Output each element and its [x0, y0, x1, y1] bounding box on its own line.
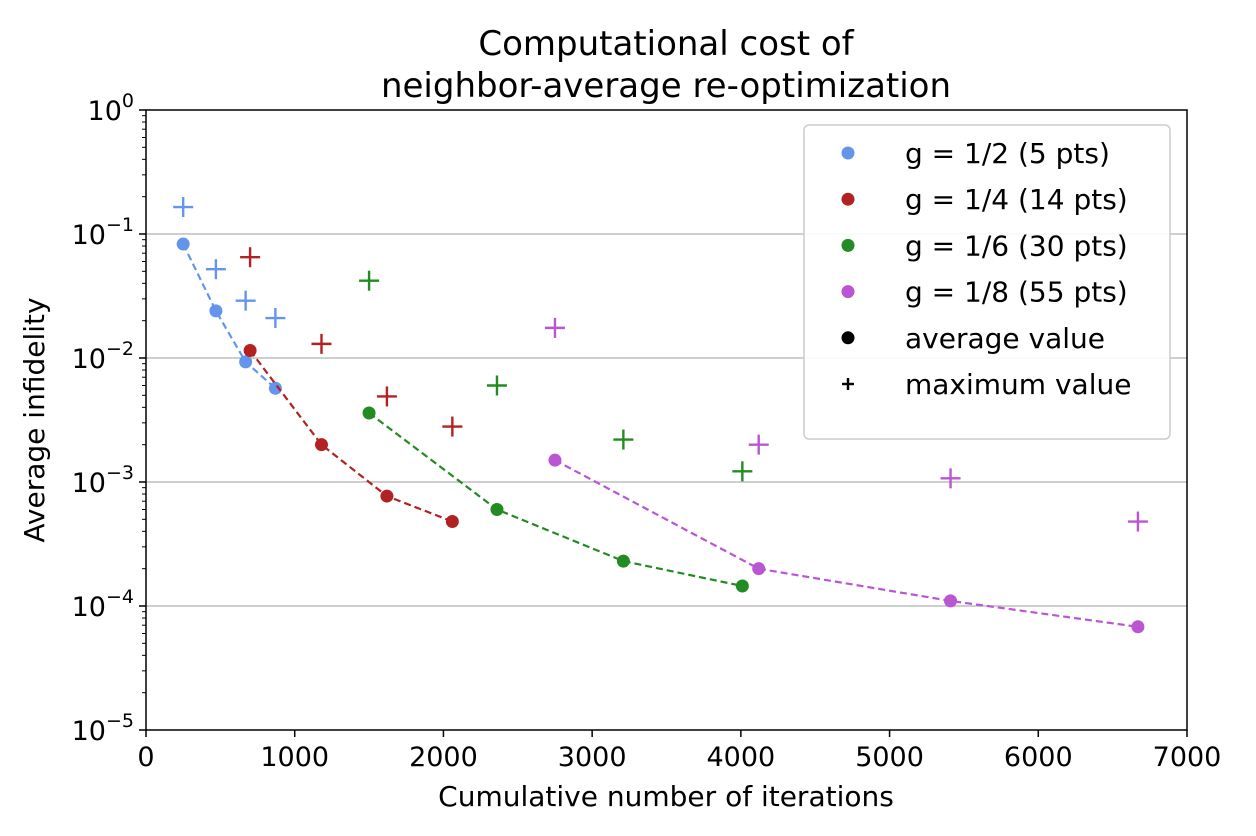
maximum-point: [442, 416, 463, 437]
y-tick-exponent: −4: [106, 586, 134, 608]
maximum-point: [544, 317, 565, 338]
x-tick-label: 3000: [558, 742, 627, 773]
chart-title: Computational cost of: [478, 24, 854, 64]
series-2: [240, 247, 463, 529]
series-line: [182, 243, 277, 390]
legend-entry: g = 1/6 (30 pts): [905, 229, 1128, 262]
legend-entry: average value: [905, 322, 1105, 355]
legend-entry: g = 1/4 (14 pts): [905, 183, 1128, 216]
maximum-point: [265, 308, 286, 329]
x-tick-label: 5000: [855, 742, 924, 773]
y-tick-base: 10: [72, 220, 106, 251]
maximum-point: [311, 333, 332, 354]
legend-marker: [841, 238, 855, 252]
average-point: [239, 355, 253, 369]
series-layer: [173, 197, 1148, 634]
legend-box: [803, 124, 1171, 440]
series-line: [368, 412, 743, 588]
average-point: [268, 381, 282, 395]
average-point: [362, 406, 376, 420]
x-tick-label: 0: [137, 742, 154, 773]
average-point: [735, 579, 749, 593]
maximum-point: [359, 270, 380, 291]
legend-marker: [841, 285, 855, 299]
y-tick-label: 10−5: [72, 710, 134, 747]
y-tick-base: 10: [88, 96, 122, 127]
maximum-point: [240, 247, 261, 268]
maximum-point: [235, 290, 256, 311]
average-point: [209, 304, 223, 318]
legend-marker: [841, 331, 855, 345]
maximum-point: [486, 375, 507, 396]
x-tick-label: 2000: [409, 742, 478, 773]
legend-marker: [842, 378, 854, 390]
y-tick-label: 10−2: [72, 338, 134, 375]
y-tick-exponent: −2: [106, 338, 134, 360]
y-tick-base: 10: [72, 344, 106, 375]
x-tick-label: 1000: [260, 742, 329, 773]
chart-subtitle: neighbor-average re-optimization: [381, 66, 951, 106]
average-point: [616, 554, 630, 568]
x-tick-label: 6000: [1004, 742, 1073, 773]
average-point: [314, 438, 328, 452]
legend-entry: g = 1/2 (5 pts): [905, 137, 1110, 170]
y-tick-base: 10: [72, 716, 106, 747]
x-tick-label: 7000: [1153, 742, 1222, 773]
average-point: [752, 562, 766, 576]
y-tick-label: 10−1: [72, 214, 134, 251]
series-line: [554, 459, 1139, 628]
average-point: [380, 489, 394, 503]
plot-frame: [145, 109, 1188, 731]
series-line: [249, 349, 453, 523]
y-tick-label: 10−3: [72, 462, 134, 499]
maximum-point: [205, 259, 226, 280]
legend: g = 1/2 (5 pts) g = 1/4 (14 pts) g = 1/6 (…: [803, 124, 1171, 440]
y-tick-base: 10: [72, 592, 106, 623]
x-tick-label: 4000: [706, 742, 775, 773]
y-tick-label: 100: [88, 90, 134, 127]
maximum-point: [1127, 511, 1148, 532]
legend-entry: maximum value: [905, 368, 1131, 401]
average-point: [490, 503, 504, 517]
y-tick-exponent: −1: [106, 214, 134, 236]
average-point: [445, 515, 459, 529]
y-tick-label: 10−4: [72, 586, 134, 623]
series-3: [359, 270, 753, 593]
average-point: [1131, 620, 1145, 634]
average-point: [548, 453, 562, 467]
maximum-point: [173, 197, 194, 218]
legend-marker: [841, 192, 855, 206]
maximum-point: [376, 386, 397, 407]
average-point: [944, 594, 958, 608]
maximum-point: [613, 429, 634, 450]
maximum-point: [732, 461, 753, 482]
average-point: [243, 343, 257, 357]
x-axis-label: Cumulative number of iterations: [438, 780, 894, 813]
y-tick-base: 10: [72, 468, 106, 499]
y-tick-exponent: −5: [106, 710, 134, 732]
maximum-point: [940, 468, 961, 489]
y-tick-exponent: 0: [122, 90, 134, 112]
legend-entry: g = 1/8 (55 pts): [905, 276, 1128, 309]
series-4: [544, 317, 1148, 634]
average-point: [176, 237, 190, 251]
y-axis-label: Average infidelity: [18, 297, 51, 542]
legend-marker: [841, 146, 855, 160]
x-axis-ticks: 0 1000 2000 3000 4000 5000 6000 7000: [137, 730, 1221, 773]
maximum-point: [748, 434, 769, 455]
series-1: [173, 197, 286, 395]
y-tick-exponent: −3: [106, 462, 134, 484]
